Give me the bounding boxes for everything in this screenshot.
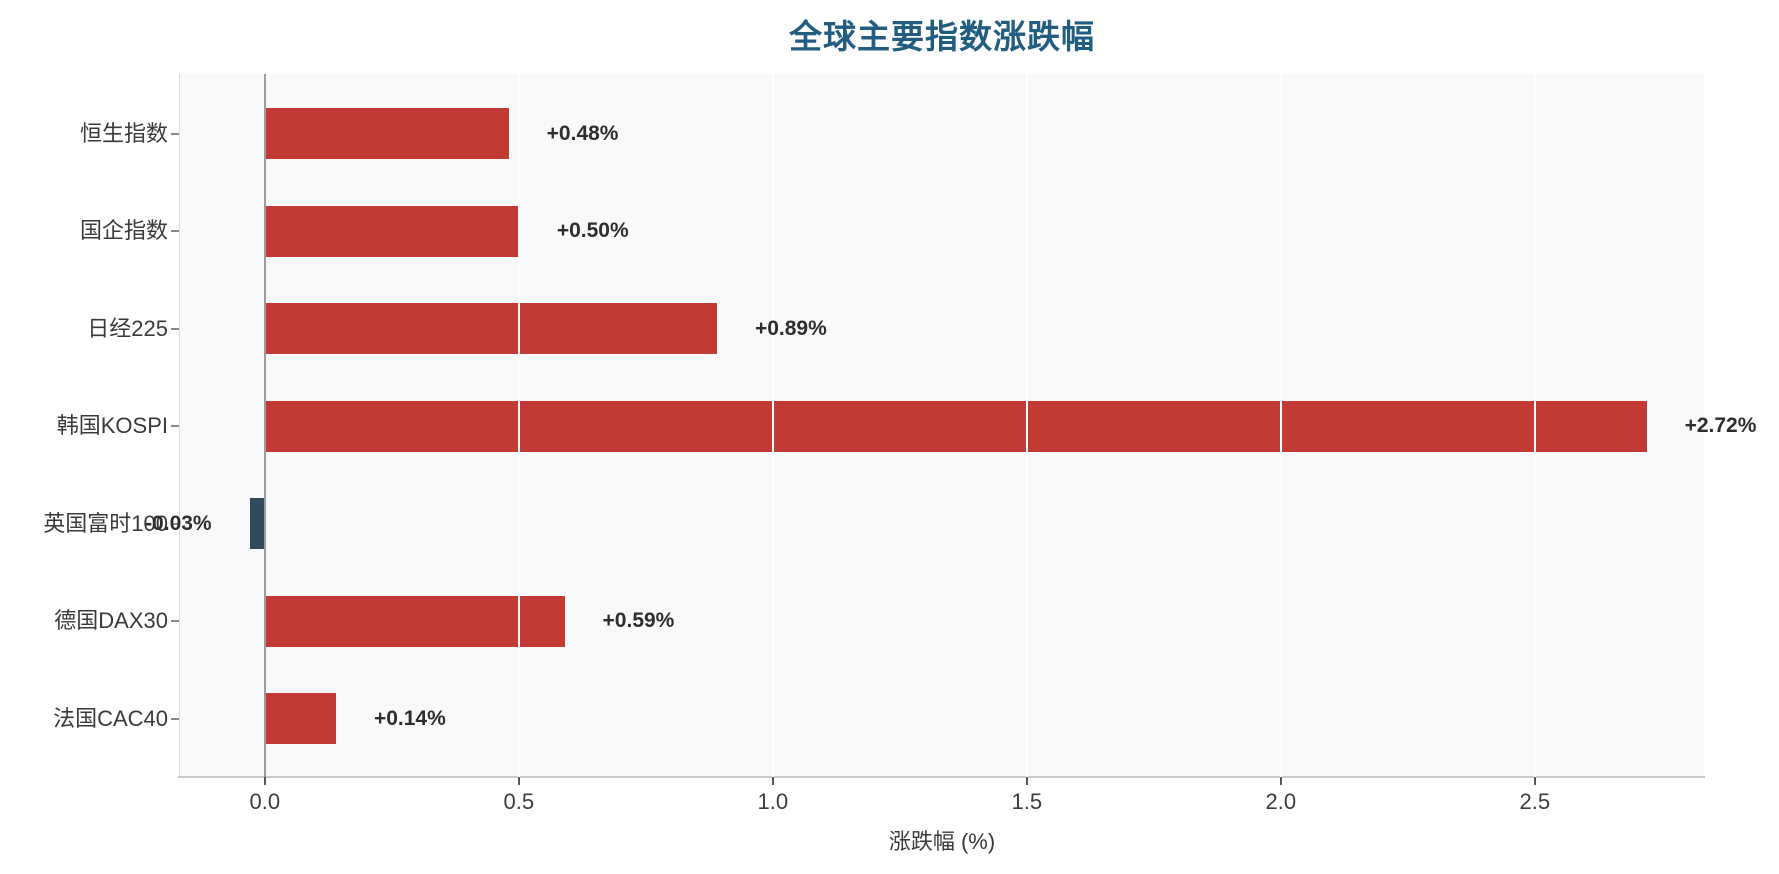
x-tick-label: 2.0 (1265, 789, 1297, 814)
category-label: 恒生指数 (79, 120, 168, 146)
category-label: 国企指数 (79, 218, 168, 243)
x-tick (517, 777, 520, 785)
x-tick (1025, 777, 1028, 785)
y-tick (171, 327, 179, 330)
value-label: +0.59% (602, 609, 675, 632)
gridline (1279, 74, 1282, 777)
gridline (771, 74, 774, 777)
bar (264, 205, 519, 257)
bar (264, 595, 565, 647)
zero-line (263, 74, 266, 777)
bar (249, 498, 265, 549)
x-axis-label: 涨跌幅 (%) (888, 829, 996, 854)
value-label: +0.48% (546, 121, 619, 145)
x-tick (263, 777, 266, 785)
bar (264, 303, 717, 354)
y-tick (171, 522, 179, 525)
y-tick (171, 132, 179, 135)
bar (264, 108, 509, 159)
value-label: +2.72% (1684, 414, 1757, 437)
x-axis-spine (178, 776, 1705, 778)
x-tick-label: 2.5 (1519, 789, 1551, 814)
x-tick-label: 1.0 (757, 789, 789, 814)
gridline (517, 74, 520, 777)
category-label: 英国富时100 (43, 510, 168, 536)
value-label: -0.03% (145, 511, 212, 535)
x-tick-label: 0.5 (503, 789, 535, 814)
category-label: 德国DAX30 (54, 608, 168, 633)
x-tick (1533, 777, 1536, 785)
y-tick (171, 717, 179, 720)
gridline (1533, 74, 1536, 777)
y-axis-spine (179, 74, 180, 777)
x-tick-label: 0.0 (249, 789, 281, 814)
value-label: +0.89% (754, 316, 827, 340)
y-tick (171, 230, 179, 232)
value-label: +0.50% (556, 219, 629, 242)
x-tick (1279, 777, 1282, 785)
gridline (1025, 74, 1028, 777)
x-tick-label: 1.5 (1011, 789, 1043, 814)
x-tick (771, 777, 774, 785)
category-label: 韩国KOSPI (56, 413, 168, 438)
bar (264, 400, 1647, 452)
y-tick (171, 425, 179, 427)
bar (264, 693, 336, 744)
value-label: +0.14% (373, 706, 446, 730)
category-label: 日经225 (87, 315, 168, 341)
chart-title: 全球主要指数涨跌幅 (789, 18, 1095, 55)
category-label: 法国CAC40 (53, 705, 168, 731)
y-tick (171, 620, 179, 622)
